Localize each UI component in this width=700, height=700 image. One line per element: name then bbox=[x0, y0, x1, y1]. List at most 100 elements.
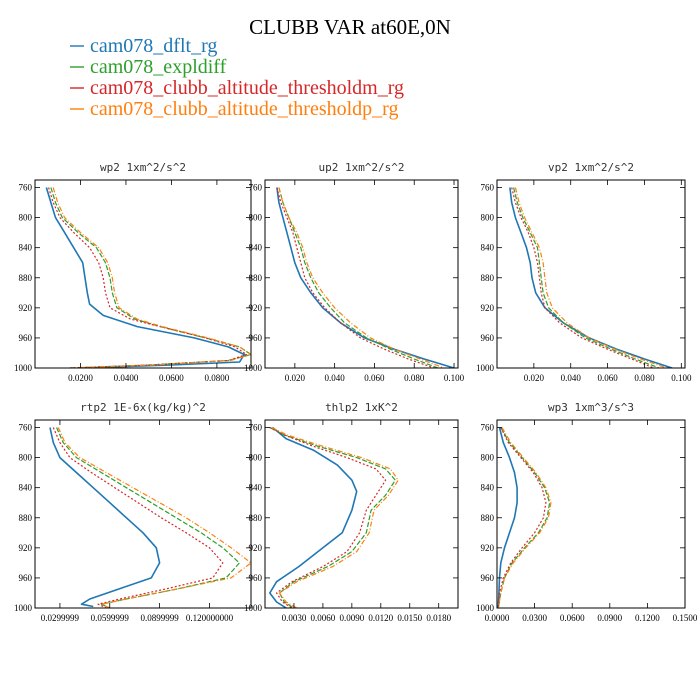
series-line bbox=[509, 187, 673, 368]
y-tick-label: 960 bbox=[249, 573, 263, 583]
series-line bbox=[52, 187, 251, 368]
y-tick-label: 880 bbox=[249, 513, 263, 523]
series-line bbox=[511, 187, 654, 368]
y-tick-label: 760 bbox=[481, 183, 495, 193]
x-tick-label: 0.0299999 bbox=[41, 613, 80, 623]
figure-title: CLUBB VAR at60E,0N bbox=[249, 15, 451, 39]
x-tick-label: 0.060 bbox=[364, 373, 385, 383]
y-tick-label: 760 bbox=[481, 423, 495, 433]
legend: cam078_dflt_rgcam078_expldiffcam078_club… bbox=[70, 35, 404, 120]
x-tick-label: 0.020 bbox=[285, 373, 306, 383]
x-tick-label: 0.060 bbox=[597, 373, 618, 383]
x-tick-label: 0.0600 bbox=[560, 613, 585, 623]
y-tick-label: 760 bbox=[19, 183, 33, 193]
series-line bbox=[56, 427, 240, 608]
panel-title: vp2 1xm^2/s^2 bbox=[548, 161, 634, 174]
x-tick-label: 0.0120 bbox=[368, 613, 393, 623]
y-tick-label: 760 bbox=[19, 423, 33, 433]
legend-entry: cam078_clubb_altitude_thresholdm_rg bbox=[90, 77, 404, 99]
x-tick-label: 0.0599999 bbox=[91, 613, 130, 623]
panel-title: thlp2 1xK^2 bbox=[325, 401, 398, 414]
y-tick-label: 840 bbox=[249, 483, 263, 493]
y-tick-label: 840 bbox=[249, 243, 263, 253]
x-tick-label: 0.040 bbox=[561, 373, 582, 383]
x-tick-label: 0.0090 bbox=[339, 613, 364, 623]
x-tick-label: 0.0060 bbox=[311, 613, 336, 623]
y-tick-label: 1000 bbox=[244, 603, 263, 613]
y-tick-label: 920 bbox=[481, 303, 495, 313]
series-line bbox=[269, 426, 358, 608]
x-tick-label: 0.100 bbox=[444, 373, 465, 383]
y-tick-label: 1000 bbox=[476, 603, 495, 613]
x-tick-label: 0.0200 bbox=[68, 373, 93, 383]
y-tick-label: 960 bbox=[481, 333, 495, 343]
series-line bbox=[497, 427, 552, 608]
plot-frame bbox=[496, 419, 686, 609]
x-tick-label: 0.0150 bbox=[397, 613, 422, 623]
y-tick-label: 880 bbox=[19, 513, 33, 523]
series-line bbox=[52, 427, 224, 608]
x-tick-label: 0.0180 bbox=[426, 613, 451, 623]
y-tick-label: 960 bbox=[19, 333, 33, 343]
series-line bbox=[269, 426, 396, 608]
y-tick-label: 800 bbox=[481, 213, 495, 223]
series-line bbox=[276, 187, 455, 368]
series-line bbox=[497, 427, 547, 608]
x-tick-label: 0.080 bbox=[634, 373, 655, 383]
x-tick-label: 0.080 bbox=[404, 373, 425, 383]
y-tick-label: 1000 bbox=[14, 603, 33, 613]
panel-title: wp3 1xm^3/s^3 bbox=[548, 401, 634, 414]
y-tick-label: 1000 bbox=[244, 363, 263, 373]
y-tick-label: 760 bbox=[249, 423, 263, 433]
x-tick-label: 0.0000 bbox=[485, 613, 510, 623]
y-tick-label: 1000 bbox=[14, 363, 33, 373]
y-tick-label: 960 bbox=[249, 333, 263, 343]
x-tick-label: 0.0600 bbox=[159, 373, 184, 383]
y-tick-label: 920 bbox=[249, 303, 263, 313]
y-tick-label: 840 bbox=[481, 243, 495, 253]
y-tick-label: 880 bbox=[481, 273, 495, 283]
panel-title: up2 1xm^2/s^2 bbox=[318, 161, 404, 174]
y-tick-label: 880 bbox=[481, 513, 495, 523]
y-tick-label: 760 bbox=[249, 183, 263, 193]
legend-entry: cam078_expldiff bbox=[90, 56, 227, 78]
plot-frame bbox=[34, 179, 252, 369]
panels: wp2 1xm^2/s^2 760 800 840 880 920 960 1000 0.020… bbox=[14, 161, 698, 623]
series-line bbox=[278, 187, 445, 368]
y-tick-label: 840 bbox=[19, 243, 33, 253]
plot-frame bbox=[496, 179, 686, 369]
series-line bbox=[50, 187, 251, 368]
series-line bbox=[48, 187, 248, 368]
y-tick-label: 960 bbox=[481, 573, 495, 583]
series-line bbox=[269, 426, 387, 608]
x-tick-label: 0.0900 bbox=[597, 613, 622, 623]
x-tick-label: 0.0300 bbox=[522, 613, 547, 623]
x-tick-label: 0.1500 bbox=[673, 613, 698, 623]
y-tick-label: 960 bbox=[19, 573, 33, 583]
y-tick-label: 920 bbox=[19, 543, 33, 553]
series-line bbox=[49, 427, 161, 608]
y-tick-label: 880 bbox=[249, 273, 263, 283]
series-line bbox=[497, 427, 551, 608]
y-tick-label: 800 bbox=[481, 453, 495, 463]
y-tick-label: 840 bbox=[481, 483, 495, 493]
y-tick-label: 920 bbox=[481, 543, 495, 553]
series-line bbox=[57, 427, 251, 608]
y-tick-label: 920 bbox=[19, 303, 33, 313]
x-tick-label: 0.0030 bbox=[282, 613, 307, 623]
y-tick-label: 1000 bbox=[476, 363, 495, 373]
y-tick-label: 800 bbox=[249, 213, 263, 223]
x-tick-label: 0.0400 bbox=[114, 373, 139, 383]
y-tick-label: 800 bbox=[19, 213, 33, 223]
series-line bbox=[513, 187, 660, 368]
x-tick-label: 0.040 bbox=[325, 373, 346, 383]
y-tick-label: 920 bbox=[249, 543, 263, 553]
plot-frame bbox=[34, 419, 252, 609]
chart-panel: wp2 1xm^2/s^2 760 800 840 880 920 960 1000 0.020… bbox=[14, 161, 252, 383]
plot-frame bbox=[264, 419, 459, 609]
legend-entry: cam078_dflt_rg bbox=[90, 35, 217, 57]
chart-panel: wp3 1xm^3/s^3 760 800 840 880 920 960 10000.000… bbox=[476, 401, 698, 623]
x-tick-label: 0.0899999 bbox=[140, 613, 179, 623]
chart-panel: thlp2 1xK^2 760 800 840 880 920 960 1000 0.0030 0… bbox=[244, 401, 459, 623]
